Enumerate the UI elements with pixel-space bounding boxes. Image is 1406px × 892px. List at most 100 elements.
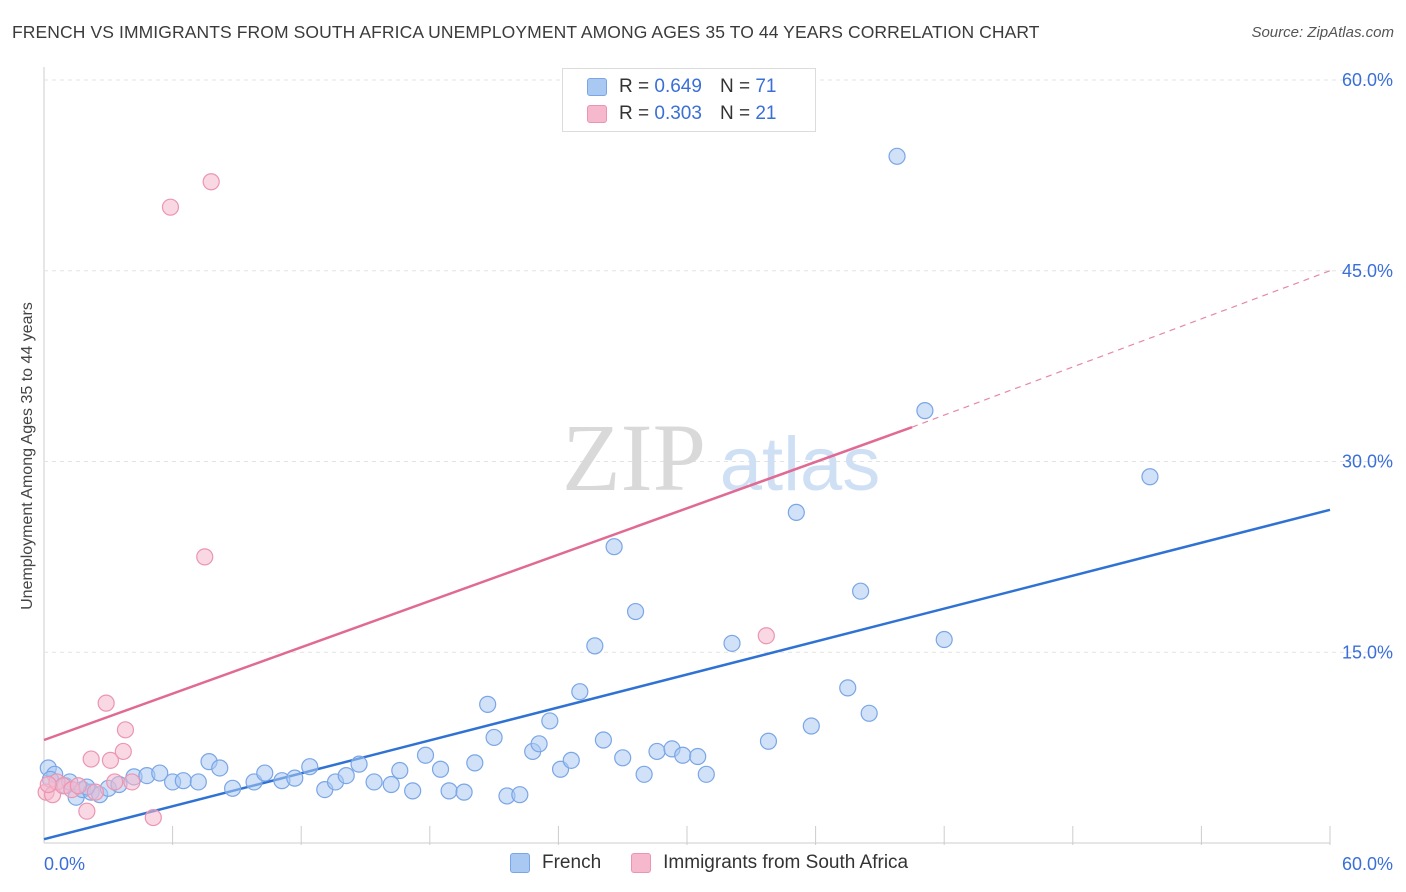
french-point bbox=[759, 732, 778, 750]
bottom-legend-sa: Immigrants from South Africa bbox=[631, 852, 908, 874]
sa-point bbox=[114, 742, 132, 761]
french-point bbox=[404, 782, 422, 800]
french-point bbox=[839, 679, 857, 697]
legend-n-value: 21 bbox=[755, 103, 777, 124]
legend-r-value: 0.649 bbox=[654, 76, 702, 97]
french-point bbox=[391, 761, 409, 780]
french-point bbox=[605, 538, 623, 556]
sa-point bbox=[116, 721, 135, 739]
french-point bbox=[674, 746, 692, 764]
french-point bbox=[256, 764, 274, 782]
sa-point bbox=[69, 777, 87, 795]
sa-point bbox=[106, 773, 124, 791]
french-label: French bbox=[542, 852, 602, 873]
french-point bbox=[541, 712, 559, 730]
watermark-zip: ZIP bbox=[562, 404, 706, 511]
sa-point bbox=[101, 751, 120, 769]
points-layer bbox=[37, 147, 1159, 827]
chart-title: FRENCH VS IMMIGRANTS FROM SOUTH AFRICA U… bbox=[12, 22, 1040, 42]
french-point bbox=[416, 746, 435, 764]
french-point bbox=[211, 759, 229, 777]
sa-point bbox=[86, 783, 105, 801]
sa-point bbox=[196, 548, 214, 566]
french-point bbox=[286, 769, 304, 787]
y-tick-label: 15.0% bbox=[1342, 642, 1393, 662]
x-tick-label: 0.0% bbox=[44, 854, 85, 874]
y-tick-label: 60.0% bbox=[1342, 70, 1393, 90]
sa-point bbox=[82, 750, 100, 768]
french-point bbox=[594, 731, 613, 749]
french-point bbox=[860, 704, 878, 722]
french-point bbox=[174, 772, 192, 790]
french-point bbox=[479, 695, 497, 713]
french-point bbox=[151, 764, 169, 782]
french-point bbox=[511, 786, 529, 804]
french-point bbox=[648, 742, 666, 761]
french-point bbox=[571, 683, 589, 701]
legend-row-sa: R = 0.303 N = 21 bbox=[587, 102, 776, 126]
french-point bbox=[562, 751, 580, 769]
french-point bbox=[787, 503, 805, 521]
french-point bbox=[337, 767, 355, 785]
french-point bbox=[382, 775, 400, 794]
sa-point bbox=[78, 802, 96, 820]
french-point bbox=[530, 735, 548, 753]
grid-layer bbox=[43, 67, 1392, 845]
bottom-legend-french: French bbox=[510, 852, 601, 874]
watermark: ZIP atlas bbox=[562, 404, 880, 511]
legend-n-label: N = bbox=[719, 103, 751, 124]
legend: R = 0.649 N = 71 R = 0.303 N = 21 bbox=[562, 68, 816, 132]
legend-r-value: 0.303 bbox=[654, 103, 702, 124]
french-point bbox=[697, 765, 715, 783]
french-point bbox=[485, 728, 503, 747]
sa-swatch bbox=[587, 105, 607, 123]
sa-trend-line-dashed bbox=[911, 270, 1331, 428]
french-point bbox=[935, 630, 953, 649]
legend-row-french: R = 0.649 N = 71 bbox=[587, 75, 776, 99]
french-swatch bbox=[510, 853, 530, 873]
french-point bbox=[888, 147, 906, 165]
sa-point bbox=[123, 773, 141, 791]
french-point bbox=[224, 779, 242, 797]
axis-label-layer: 15.0% 30.0% 45.0% 60.0% 0.0% 60.0% bbox=[44, 70, 1393, 874]
y-tick-label: 45.0% bbox=[1342, 261, 1393, 281]
french-swatch bbox=[587, 78, 607, 96]
french-point bbox=[626, 602, 645, 621]
sa-trend-line bbox=[43, 425, 913, 742]
y-tick-label: 30.0% bbox=[1342, 452, 1393, 472]
french-point bbox=[431, 760, 450, 778]
source-label: Source: ZipAtlas.com bbox=[1251, 24, 1394, 41]
french-point bbox=[189, 773, 207, 791]
sa-point bbox=[144, 808, 162, 827]
sa-point bbox=[202, 173, 220, 191]
french-point bbox=[1141, 468, 1159, 486]
french-point bbox=[350, 755, 368, 773]
french-point bbox=[586, 637, 604, 655]
french-point bbox=[301, 758, 319, 776]
french-point bbox=[614, 749, 632, 767]
sa-point bbox=[161, 198, 180, 216]
x-tick-label: 60.0% bbox=[1342, 854, 1393, 874]
french-point bbox=[466, 754, 484, 772]
sa-point bbox=[97, 694, 115, 712]
french-point bbox=[689, 747, 707, 766]
french-point bbox=[916, 402, 934, 420]
watermark-atlas: atlas bbox=[720, 422, 881, 507]
french-point bbox=[635, 765, 653, 783]
french-point bbox=[723, 634, 741, 652]
sa-point bbox=[757, 627, 775, 645]
legend-n-label: N = bbox=[719, 76, 751, 97]
sa-swatch bbox=[631, 853, 652, 873]
legend-r-label: R = bbox=[619, 103, 650, 124]
french-point bbox=[440, 782, 458, 800]
french-point bbox=[365, 773, 383, 791]
bottom-legend: French Immigrants from South Africa bbox=[510, 852, 938, 874]
french-point bbox=[455, 783, 473, 801]
french-point bbox=[802, 717, 820, 735]
legend-r-label: R = bbox=[619, 76, 650, 97]
sa-point bbox=[39, 775, 57, 794]
legend-n-value: 71 bbox=[755, 76, 777, 97]
sa-label: Immigrants from South Africa bbox=[663, 852, 909, 873]
french-point bbox=[852, 582, 870, 600]
